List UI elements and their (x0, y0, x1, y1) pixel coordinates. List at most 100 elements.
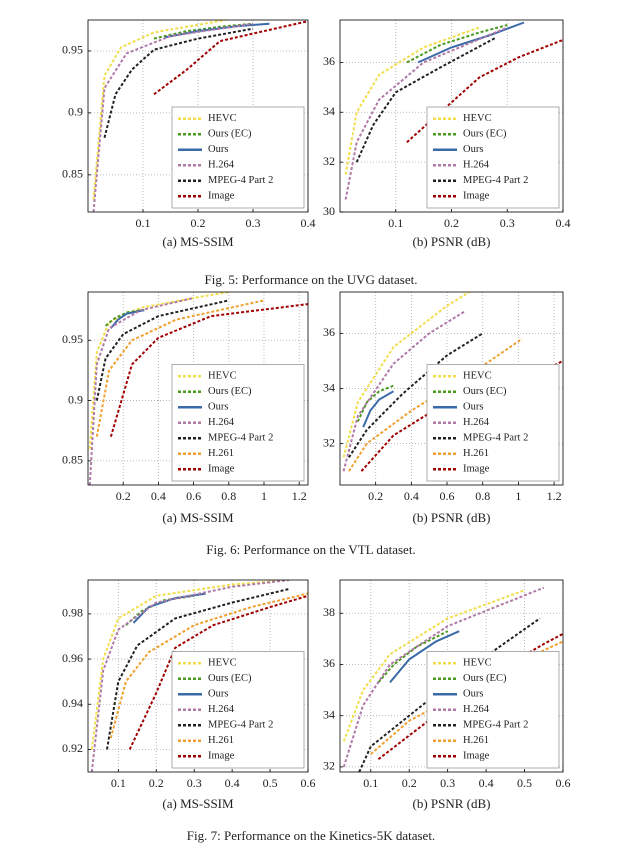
legend-label: H.261 (463, 448, 489, 459)
series-line (103, 27, 254, 138)
figure-caption: Fig. 7: Performance on the Kinetics-5K d… (187, 828, 435, 843)
legend-label: H.264 (463, 417, 490, 428)
series-line (109, 592, 308, 739)
plot-frame (87, 19, 309, 213)
legend-label: MPEG-4 Part 2 (208, 720, 273, 731)
x-tick-label: 0.2 (116, 489, 131, 503)
y-tick-label: 34 (323, 104, 335, 118)
series-line (95, 299, 265, 437)
legend-label: H.261 (208, 735, 234, 746)
legend-label: HEVC (208, 371, 237, 382)
series-line (344, 26, 508, 200)
x-tick-label: 0.8 (475, 489, 490, 503)
x-tick-label: 0.2 (444, 216, 459, 230)
x-tick-label: 0.1 (363, 776, 378, 790)
legend-label: HEVC (463, 658, 492, 669)
y-tick-label: 0.92 (62, 741, 83, 755)
series-line (344, 26, 480, 175)
legend-label: MPEG-4 Part 2 (463, 175, 528, 186)
series-line (106, 588, 290, 750)
x-tick-label: 0.2 (368, 489, 383, 503)
legend-label: Image (208, 191, 235, 202)
x-tick-label: 0.3 (440, 776, 455, 790)
x-tick-label: 0.1 (136, 216, 151, 230)
legend-label: H.264 (463, 160, 490, 171)
series-line (109, 303, 308, 437)
y-tick-label: 0.95 (62, 332, 83, 346)
series-line (92, 20, 226, 200)
y-tick-label: 36 (323, 54, 335, 68)
x-tick-label: 0.6 (440, 489, 455, 503)
x-tick-label: 0.1 (111, 776, 126, 790)
legend-label: Image (463, 191, 490, 202)
legend: HEVC Ours (EC) Ours H.264 MPEG-4 Part 2 H.261… (426, 651, 560, 769)
plot-frame (339, 291, 564, 486)
x-tick-label: 0.3 (187, 776, 202, 790)
plot-frame (87, 291, 309, 486)
legend-label: Ours (463, 144, 483, 155)
legend-label: MPEG-4 Part 2 (463, 433, 528, 444)
series-line (342, 292, 472, 458)
legend: HEVC Ours (EC) Ours H.264 MPEG-4 Part 2 Image (426, 106, 560, 209)
legend-label: Ours (208, 144, 228, 155)
series-line (342, 586, 545, 768)
y-tick-label: 32 (323, 154, 335, 168)
legend-label: Ours (208, 402, 228, 413)
series-line (88, 297, 194, 485)
legend-box (426, 651, 560, 769)
x-tick-label: 0.6 (556, 776, 571, 790)
legend-label: Image (208, 751, 235, 762)
y-tick-label: 32 (323, 759, 335, 773)
chart: 0.2 0.4 0.6 0.8 1 1.2 0.85 0.9 0.95 HEVC Ours (EC)… (62, 291, 309, 525)
legend-box (426, 106, 560, 209)
x-tick-label: 0.2 (149, 776, 164, 790)
y-tick-label: 36 (323, 325, 335, 339)
y-tick-label: 36 (323, 656, 335, 670)
x-tick-label: 1 (261, 489, 267, 503)
x-tick-label: 0.4 (151, 489, 166, 503)
y-tick-label: 0.94 (62, 696, 83, 710)
chart-caption: (a) MS-SSIM (162, 510, 234, 525)
chart-caption: (a) MS-SSIM (162, 234, 234, 249)
x-tick-label: 0.5 (263, 776, 278, 790)
legend-label: Ours (EC) (208, 129, 252, 140)
y-tick-label: 0.9 (68, 105, 83, 119)
chart: 0.1 0.2 0.3 0.4 0.85 0.9 0.95 HEVC Ours (EC) Ours… (62, 19, 316, 249)
series-line (406, 38, 563, 143)
series-line (377, 630, 449, 684)
series-line (90, 580, 290, 772)
y-tick-label: 0.96 (62, 651, 83, 665)
x-tick-label: 0.1 (388, 216, 403, 230)
legend-label: H.264 (463, 704, 490, 715)
plot-frame (339, 19, 564, 213)
series-line (342, 589, 525, 742)
y-tick-label: 38 (323, 605, 335, 619)
series-line (389, 630, 460, 684)
legend-label: Ours (EC) (208, 386, 252, 397)
series-group (344, 21, 563, 200)
x-tick-label: 1 (515, 489, 521, 503)
series-line (356, 384, 394, 423)
x-tick-label: 0.4 (404, 489, 419, 503)
legend-box (171, 364, 305, 482)
legend-box (426, 364, 560, 482)
legend-label: Ours (208, 689, 228, 700)
y-tick-label: 0.95 (62, 43, 83, 57)
y-tick-label: 34 (323, 707, 335, 721)
series-line (90, 580, 290, 750)
legend-label: Image (463, 464, 490, 475)
y-tick-label: 30 (323, 204, 335, 218)
series-group (90, 580, 308, 772)
legend-label: H.264 (208, 160, 235, 171)
legend-label: MPEG-4 Part 2 (208, 175, 273, 186)
legend-label: H.264 (208, 704, 235, 715)
legend-box (171, 651, 305, 769)
x-tick-label: 0.3 (246, 216, 261, 230)
legend-label: Image (208, 464, 235, 475)
x-tick-label: 0.2 (191, 216, 206, 230)
legend-label: Ours (EC) (463, 386, 507, 397)
figure-caption: Fig. 6: Performance on the VTL dataset. (206, 542, 415, 557)
legend-box (171, 106, 305, 209)
legend-label: Ours (EC) (463, 129, 507, 140)
